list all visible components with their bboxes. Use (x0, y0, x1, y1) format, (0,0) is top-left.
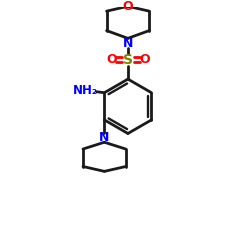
Text: NH₂: NH₂ (72, 84, 98, 97)
Text: O: O (122, 0, 133, 13)
Text: S: S (123, 53, 133, 67)
Text: N: N (123, 37, 133, 50)
Text: N: N (99, 131, 110, 144)
Text: O: O (106, 53, 117, 66)
Text: O: O (139, 53, 150, 66)
